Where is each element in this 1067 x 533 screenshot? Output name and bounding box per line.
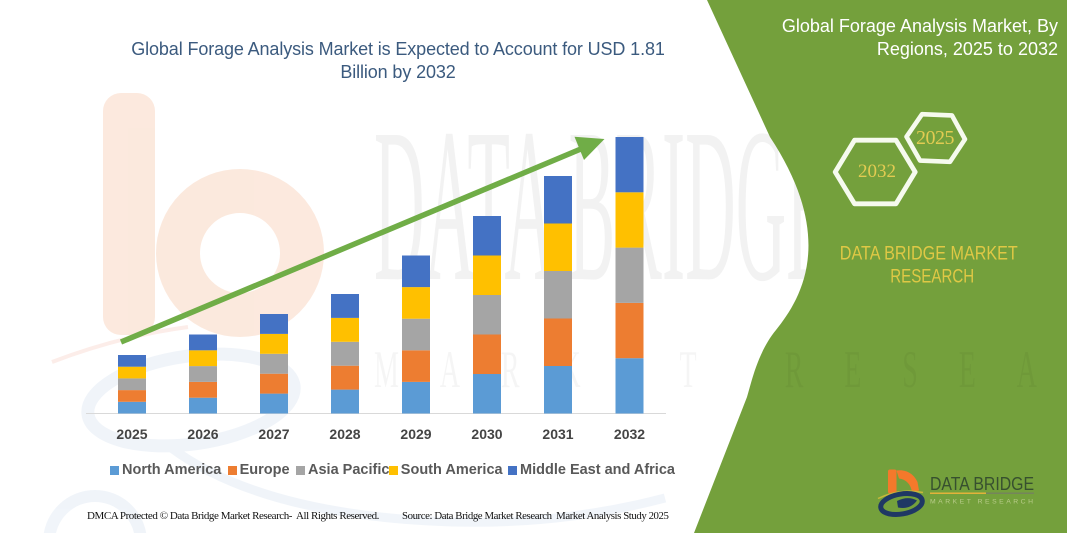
- svg-text:MARKET RESEARCH: MARKET RESEARCH: [930, 499, 1033, 506]
- svg-text:DATA BRIDGE: DATA BRIDGE: [930, 474, 1034, 494]
- svg-text:RESEARCH: RESEARCH: [890, 266, 974, 287]
- svg-text:DATA BRIDGE MARKET: DATA BRIDGE MARKET: [840, 243, 1018, 264]
